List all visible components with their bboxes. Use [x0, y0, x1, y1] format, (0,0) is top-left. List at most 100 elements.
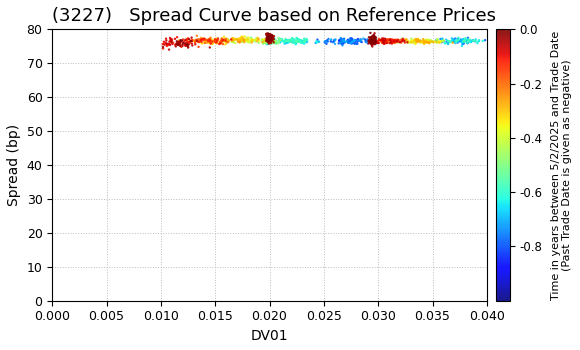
Point [193, 37, 202, 43]
Point [267, 38, 276, 44]
Point [237, 38, 246, 44]
Point [267, 38, 277, 43]
Point [374, 37, 383, 43]
Point [296, 40, 306, 46]
Point [265, 35, 274, 40]
Point [411, 40, 420, 46]
Point [461, 39, 470, 44]
Point [267, 40, 277, 46]
Point [229, 40, 238, 45]
Point [263, 33, 273, 39]
Point [426, 37, 435, 43]
Point [387, 41, 397, 47]
Point [265, 35, 274, 41]
Point [265, 40, 274, 45]
Point [238, 37, 247, 42]
Point [369, 33, 379, 38]
Point [425, 38, 434, 44]
Point [356, 36, 365, 42]
Point [286, 37, 295, 43]
Point [267, 39, 277, 44]
Point [174, 39, 183, 44]
Point [456, 37, 465, 42]
Point [262, 38, 271, 43]
Point [372, 40, 382, 46]
Point [409, 37, 419, 43]
Point [260, 38, 270, 43]
Point [265, 37, 274, 43]
Point [467, 39, 476, 45]
Point [201, 37, 210, 43]
Point [336, 40, 346, 45]
Point [205, 40, 214, 46]
Point [432, 39, 441, 45]
Point [339, 38, 349, 43]
Point [229, 36, 238, 42]
Point [182, 38, 191, 44]
Point [166, 37, 175, 42]
Point [224, 38, 233, 44]
Point [381, 37, 390, 43]
Point [277, 36, 287, 42]
Point [269, 38, 278, 44]
Point [226, 37, 235, 42]
Point [367, 36, 376, 42]
Point [171, 42, 180, 47]
Point [262, 38, 271, 44]
Point [414, 38, 423, 43]
Point [265, 40, 274, 46]
Point [263, 38, 272, 43]
Point [378, 40, 387, 46]
Point [424, 39, 433, 44]
Point [164, 42, 173, 48]
Point [454, 36, 463, 42]
Point [378, 39, 387, 44]
Point [223, 40, 233, 45]
Point [238, 36, 247, 42]
Point [380, 38, 390, 43]
Point [406, 39, 415, 45]
Point [364, 41, 374, 46]
Point [265, 38, 274, 44]
Point [390, 38, 400, 44]
Point [313, 37, 322, 42]
Point [382, 38, 392, 43]
Point [255, 38, 264, 43]
Point [470, 38, 480, 44]
Point [371, 36, 380, 42]
Point [369, 33, 379, 39]
Point [179, 40, 188, 45]
X-axis label: DV01: DV01 [251, 329, 288, 343]
Point [261, 37, 270, 42]
Point [174, 41, 183, 46]
Point [367, 39, 376, 45]
Point [178, 37, 187, 42]
Point [268, 33, 277, 38]
Point [387, 39, 396, 45]
Point [347, 40, 356, 46]
Point [384, 37, 393, 43]
Point [356, 38, 365, 43]
Point [368, 38, 377, 43]
Point [183, 37, 192, 42]
Point [419, 38, 429, 44]
Point [351, 40, 360, 46]
Point [439, 38, 448, 43]
Point [380, 38, 389, 44]
Point [379, 40, 389, 46]
Point [369, 34, 379, 39]
Point [279, 38, 288, 44]
Point [171, 42, 180, 48]
Point [274, 38, 284, 43]
Point [280, 40, 289, 45]
Point [267, 39, 276, 45]
Point [426, 38, 435, 44]
Point [390, 40, 399, 46]
Point [246, 38, 255, 43]
Point [457, 43, 466, 49]
Point [391, 38, 400, 44]
Point [191, 37, 200, 43]
Point [218, 38, 227, 44]
Point [188, 37, 198, 43]
Point [466, 39, 476, 45]
